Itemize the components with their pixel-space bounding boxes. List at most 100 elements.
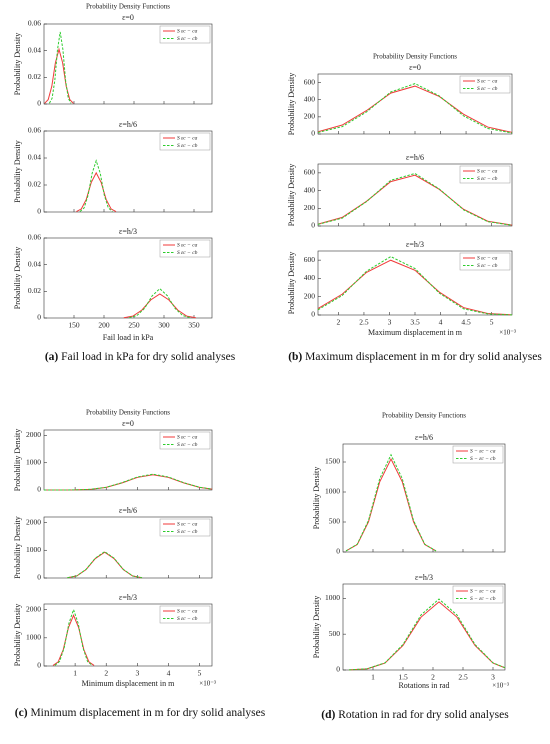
y-tick-label: 0.06	[28, 126, 41, 135]
y-axis-label: Probability Density	[287, 252, 296, 314]
y-tick-label: 0.06	[28, 233, 41, 242]
panel-subtitle: ε=0	[122, 419, 134, 428]
pdf-curve	[317, 256, 513, 316]
y-tick-label: 0	[37, 207, 41, 216]
x-axis-label: Maximum displacement in m	[368, 328, 463, 337]
legend-label: S εc − cb	[477, 263, 498, 269]
caption-text: Maximum displacement in m for dry solid …	[305, 351, 542, 363]
x-tick-label: 2.5	[359, 318, 369, 327]
pdf-curve	[317, 259, 513, 316]
panel-subtitle: ε=0	[122, 13, 134, 22]
y-axis-label: Probability Density	[13, 516, 22, 578]
y-tick-label: 0	[37, 99, 41, 108]
y-tick-label: 400	[304, 273, 316, 282]
x-tick-label: 4	[439, 318, 443, 327]
x-tick-label: 1.5	[398, 673, 408, 682]
legend-label: S εc − ca	[477, 255, 498, 261]
y-tick-label: 0	[311, 221, 315, 230]
x-axis-label: Minimum displacement in m	[82, 679, 175, 688]
pdf-curve	[43, 473, 213, 491]
legend-label: S − εc − ca	[470, 588, 496, 594]
x-tick-label: 250	[128, 321, 140, 330]
legend-label: S εc − ca	[477, 168, 498, 174]
x-tick-label: 2	[337, 318, 341, 327]
caption-label: (b)	[288, 351, 303, 363]
y-tick-label: 1000	[325, 593, 340, 602]
y-axis-label: Probability Density	[287, 164, 296, 226]
x-tick-label: 200	[98, 321, 110, 330]
y-tick-label: 500	[329, 517, 341, 526]
legend-label: S εc − ca	[177, 434, 198, 440]
y-tick-label: 0.02	[28, 72, 41, 81]
y-axis-label: Probability Density	[287, 73, 296, 135]
panel-subtitle: ε=0	[409, 63, 421, 72]
subplot: Probability Density Functions ε=0 Probabil…	[13, 409, 216, 688]
y-tick-label: 0	[37, 313, 41, 322]
panel-subtitle: ε=h/6	[119, 120, 137, 129]
caption-label: (a)	[44, 351, 59, 363]
legend-label: S εc − cb	[177, 250, 198, 256]
pdf-curve	[348, 598, 506, 671]
x-tick-label: 300	[158, 321, 170, 330]
panel-subtitle: ε=h/3	[119, 593, 137, 602]
y-axis-label: Probability Density	[312, 467, 321, 529]
legend-label: S εc − ca	[177, 608, 198, 614]
y-tick-label: 2000	[26, 604, 41, 613]
y-tick-label: 0	[336, 665, 340, 674]
y-tick-label: 1000	[26, 633, 41, 642]
y-tick-label: 400	[304, 185, 316, 194]
x-axis-label: Fail load in kPa	[103, 333, 154, 342]
x-tick-label: 350	[188, 321, 200, 330]
pdf-curve	[54, 608, 93, 666]
subplot: Probability Density Functions ε=0 Probabil…	[13, 3, 213, 342]
x-tick-label: 5	[198, 669, 202, 678]
y-tick-label: 0	[311, 310, 315, 319]
pdf-curve	[44, 47, 74, 104]
subplot: Probability Density Functions ε=0 Probabil…	[287, 53, 516, 337]
x-tick-label: 1	[73, 669, 77, 678]
caption: (b) Maximum displacement in m for dry so…	[282, 350, 548, 365]
x-axis-label: Rotations in rad	[398, 681, 449, 690]
x-tick-label: 3	[135, 669, 139, 678]
legend-label: S − εc − cb	[470, 456, 496, 462]
caption-text: Minimum displacement in m for dry solid …	[30, 707, 266, 719]
x-tick-label: 150	[68, 321, 80, 330]
y-tick-label: 600	[304, 255, 316, 264]
chart-title: Probability Density Functions	[373, 53, 457, 61]
legend-label: S εc − cb	[477, 86, 498, 92]
pdf-curve	[345, 453, 437, 552]
y-tick-label: 0.06	[28, 19, 41, 28]
legend-label: S εc − ca	[177, 28, 198, 34]
y-tick-label: 600	[304, 77, 316, 86]
panel-subtitle: ε=h/3	[406, 240, 424, 249]
caption-text: Rotation in rad for dry solid analyses	[338, 709, 509, 721]
y-axis-label: Probability Density	[13, 140, 22, 202]
y-tick-label: 200	[304, 112, 316, 121]
legend-label: S εc − ca	[177, 521, 198, 527]
x-tick-label: 2	[431, 673, 435, 682]
pdf-curve	[48, 31, 72, 104]
pdf-curve	[317, 83, 513, 134]
y-axis-label: Probability Density	[13, 33, 22, 95]
x-multiplier: ×10⁻³	[499, 329, 516, 337]
y-axis-label: Probability Density	[13, 247, 22, 309]
caption-text: Fail load in kPa for dry solid analyses	[61, 351, 236, 363]
caption: (d) Rotation in rad for dry solid analys…	[282, 708, 548, 723]
y-tick-label: 0.04	[28, 259, 41, 268]
legend-label: S εc − ca	[177, 135, 198, 141]
y-tick-label: 500	[329, 629, 341, 638]
y-tick-label: 0.02	[28, 180, 41, 189]
y-tick-label: 200	[304, 203, 316, 212]
legend-label: S εc − cb	[177, 529, 198, 535]
legend-label: S εc − cb	[477, 176, 498, 182]
y-tick-label: 1000	[26, 545, 41, 554]
pdf-curve	[52, 613, 95, 666]
caption-label: (d)	[321, 709, 336, 721]
y-tick-label: 0.04	[28, 153, 41, 162]
y-tick-label: 1000	[26, 457, 41, 466]
y-tick-label: 0.04	[28, 45, 41, 54]
caption: (c) Minimum displacement in m for dry so…	[6, 706, 274, 721]
legend-label: S εc − ca	[177, 242, 198, 248]
